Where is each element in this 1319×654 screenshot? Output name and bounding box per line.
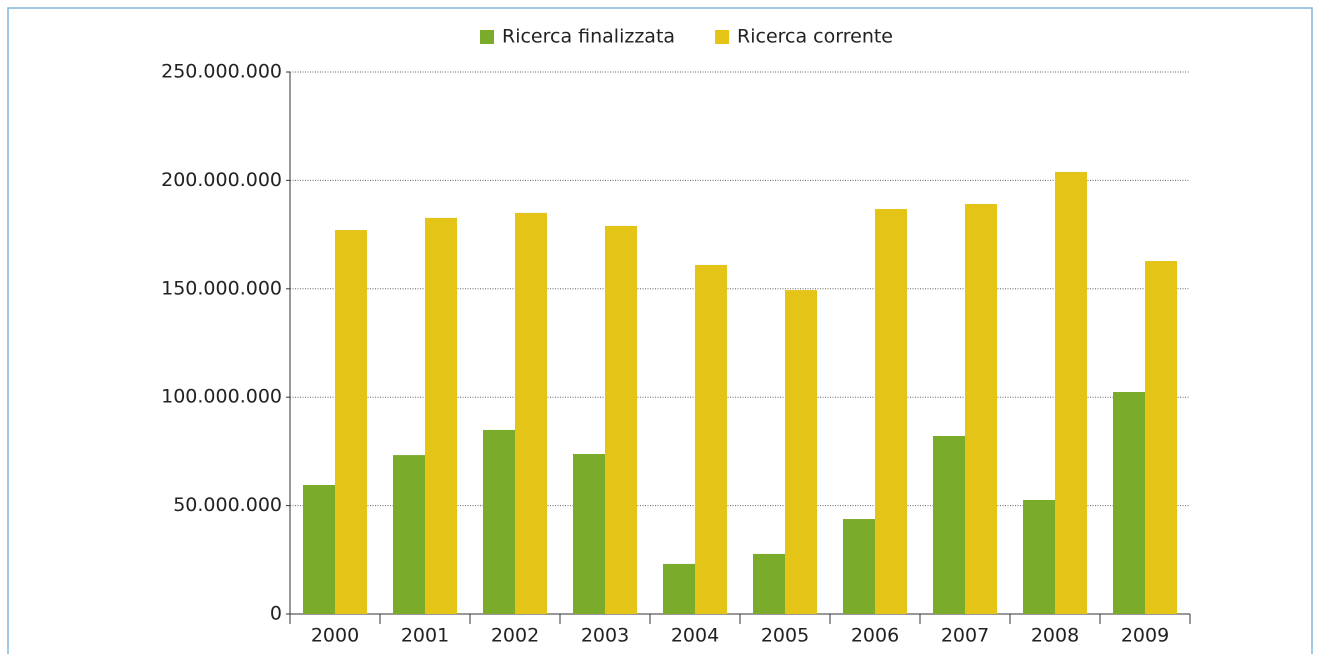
bar xyxy=(303,485,335,614)
bar xyxy=(663,563,695,614)
bar xyxy=(875,209,907,615)
legend-swatch xyxy=(480,30,494,44)
bar xyxy=(1023,499,1055,614)
bar xyxy=(933,436,965,614)
bar xyxy=(965,204,997,615)
y-tick-label: 200.000.000 xyxy=(161,169,282,191)
bar xyxy=(425,217,457,614)
bar xyxy=(515,212,547,615)
y-tick-label: 0 xyxy=(270,603,282,625)
x-tick-label: 2003 xyxy=(581,625,629,647)
y-tick-label: 50.000.000 xyxy=(173,494,282,516)
bar xyxy=(573,454,605,614)
x-tick-label: 2009 xyxy=(1121,625,1169,647)
bar xyxy=(785,290,817,614)
x-tick-label: 2000 xyxy=(311,625,359,647)
x-tick-label: 2001 xyxy=(401,625,449,647)
bar xyxy=(843,519,875,614)
x-tick-label: 2008 xyxy=(1031,625,1079,647)
x-tick-label: 2007 xyxy=(941,625,989,647)
x-tick-label: 2004 xyxy=(671,625,719,647)
legend-swatch xyxy=(715,30,730,44)
y-tick-label: 100.000.000 xyxy=(161,386,282,408)
bar xyxy=(483,429,515,614)
bar xyxy=(1055,171,1087,614)
bar xyxy=(1113,391,1145,614)
x-tick-label: 2002 xyxy=(491,625,539,647)
x-tick-label: 2006 xyxy=(851,625,899,647)
bar xyxy=(393,455,425,614)
frame xyxy=(7,7,1313,654)
bar xyxy=(605,225,637,615)
bar xyxy=(753,553,785,614)
legend-label: Ricerca corrente xyxy=(737,26,893,48)
y-tick-label: 150.000.000 xyxy=(161,277,282,299)
bar xyxy=(335,230,367,615)
y-tick-label: 250.000.000 xyxy=(161,61,282,83)
bar xyxy=(695,264,727,614)
bar xyxy=(1145,261,1177,614)
legend-label: Ricerca finalizzata xyxy=(502,26,675,48)
x-tick-label: 2005 xyxy=(761,625,809,647)
